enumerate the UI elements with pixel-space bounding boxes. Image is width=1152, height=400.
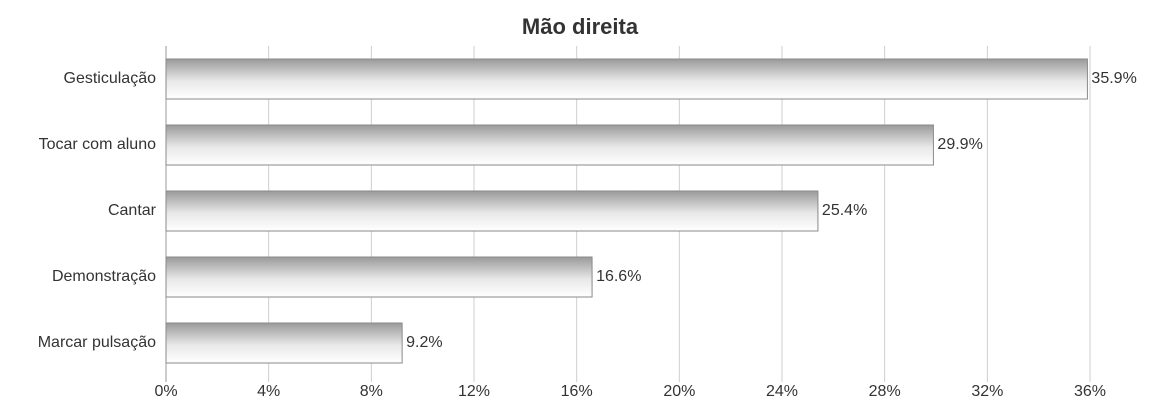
x-tick-label: 20% (663, 383, 695, 400)
bar (165, 58, 1088, 100)
y-tick-label: Gesticulação (64, 70, 157, 87)
data-label: 16.6% (596, 268, 641, 285)
x-tick-label: 24% (766, 383, 798, 400)
bar (165, 256, 593, 298)
bar (165, 124, 934, 166)
y-tick-label: Tocar com aluno (39, 136, 156, 153)
x-tick-label: 8% (360, 383, 383, 400)
y-tick-label: Demonstração (52, 268, 156, 285)
chart-title: Mão direita (522, 14, 639, 39)
data-label: 25.4% (822, 202, 867, 219)
x-tick-label: 12% (458, 383, 490, 400)
data-label: 9.2% (406, 334, 442, 351)
data-label: 29.9% (937, 136, 982, 153)
x-tick-label: 36% (1074, 383, 1106, 400)
x-tick-label: 0% (154, 383, 177, 400)
x-tick-label: 16% (561, 383, 593, 400)
x-tick-label: 28% (869, 383, 901, 400)
bar (165, 190, 819, 232)
data-label: 35.9% (1091, 70, 1136, 87)
y-tick-label: Cantar (108, 202, 157, 219)
y-tick-label: Marcar pulsação (38, 334, 156, 351)
bar (165, 322, 403, 364)
x-tick-label: 32% (971, 383, 1003, 400)
x-tick-label: 4% (257, 383, 280, 400)
